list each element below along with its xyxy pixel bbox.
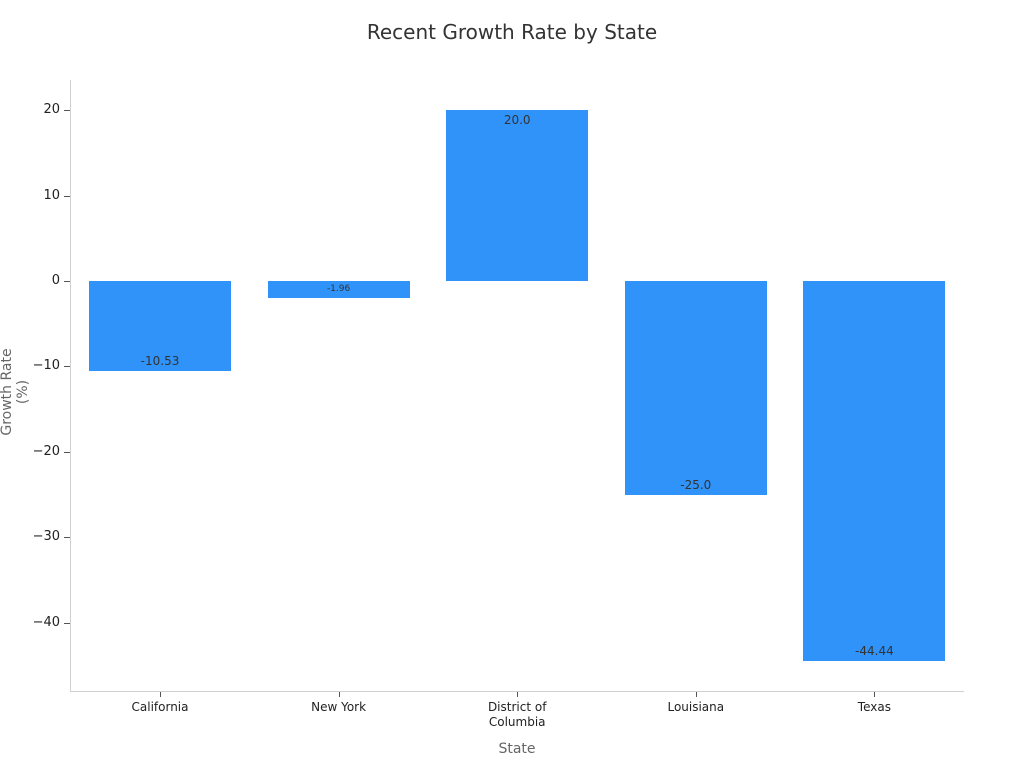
x-tick-label: New York — [311, 700, 367, 714]
y-tick-label: 0 — [51, 273, 60, 288]
chart-title: Recent Growth Rate by State — [366, 20, 658, 44]
x-axis-line — [70, 691, 964, 692]
value-label: -25.0 — [680, 477, 712, 492]
y-tick — [64, 537, 70, 539]
y-axis-title: Growth Rate (%) — [0, 348, 31, 436]
y-tick — [64, 622, 70, 624]
value-label: -10.53 — [140, 353, 180, 368]
bar-louisiana — [624, 281, 767, 495]
bar-california — [89, 281, 231, 371]
y-tick-label: −20 — [32, 443, 60, 459]
y-tick — [64, 110, 70, 112]
y-axis-line — [70, 80, 71, 692]
y-tick — [64, 281, 70, 282]
x-tick — [338, 692, 340, 697]
y-tick-label: −30 — [32, 529, 60, 545]
y-tick — [64, 451, 70, 453]
x-tick — [160, 692, 161, 697]
value-label: -44.44 — [855, 643, 894, 658]
bar-new-york — [267, 281, 410, 298]
y-tick-label: −10 — [32, 358, 60, 374]
x-axis-title: State — [498, 741, 536, 757]
value-label: 20.0 — [503, 113, 531, 128]
x-tick-label: California — [131, 700, 189, 714]
x-tick — [517, 692, 519, 697]
y-tick-label: 20 — [43, 102, 60, 118]
bar-district-of-columbia — [446, 110, 589, 281]
y-tick-label: 10 — [43, 187, 60, 203]
y-tick-label: −40 — [32, 614, 60, 630]
y-tick — [64, 195, 70, 197]
y-tick — [64, 366, 70, 368]
x-tick — [695, 692, 697, 697]
x-tick — [874, 692, 876, 697]
x-tick-label: Louisiana — [667, 700, 725, 714]
bar-texas — [803, 281, 946, 661]
value-label: -1.96 — [326, 284, 351, 294]
x-tick-label: District of Columbia — [487, 700, 547, 729]
x-tick-label: Texas — [857, 700, 891, 714]
